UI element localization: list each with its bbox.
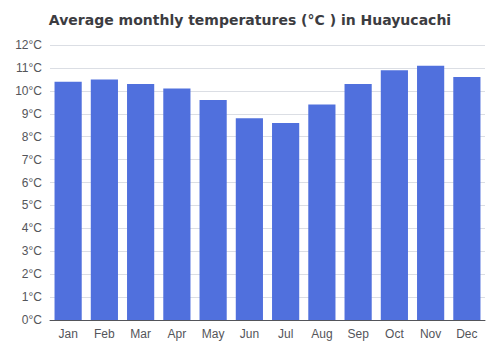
svg-text:Jul: Jul (278, 327, 293, 341)
svg-text:Average monthly temperatures (: Average monthly temperatures (°C ) in Hu… (49, 12, 451, 28)
svg-text:9°C: 9°C (22, 107, 42, 121)
svg-text:Aug: Aug (311, 327, 332, 341)
svg-text:Mar: Mar (130, 327, 151, 341)
svg-text:Sep: Sep (347, 327, 369, 341)
svg-text:May: May (202, 327, 225, 341)
svg-text:3°C: 3°C (22, 244, 42, 258)
svg-text:12°C: 12°C (15, 38, 42, 52)
svg-text:6°C: 6°C (22, 176, 42, 190)
svg-text:Jun: Jun (240, 327, 259, 341)
svg-text:4°C: 4°C (22, 221, 42, 235)
svg-text:2°C: 2°C (22, 267, 42, 281)
svg-text:10°C: 10°C (15, 84, 42, 98)
svg-text:0°C: 0°C (22, 313, 42, 327)
svg-text:Oct: Oct (385, 327, 404, 341)
svg-text:7°C: 7°C (22, 153, 42, 167)
svg-text:11°C: 11°C (16, 61, 42, 75)
svg-text:1°C: 1°C (22, 290, 42, 304)
svg-text:8°C: 8°C (22, 130, 42, 144)
svg-text:Dec: Dec (456, 327, 477, 341)
svg-text:Nov: Nov (420, 327, 441, 341)
svg-text:Jan: Jan (58, 327, 77, 341)
svg-text:Feb: Feb (94, 327, 115, 341)
svg-text:5°C: 5°C (22, 198, 42, 212)
svg-text:Apr: Apr (168, 327, 187, 341)
